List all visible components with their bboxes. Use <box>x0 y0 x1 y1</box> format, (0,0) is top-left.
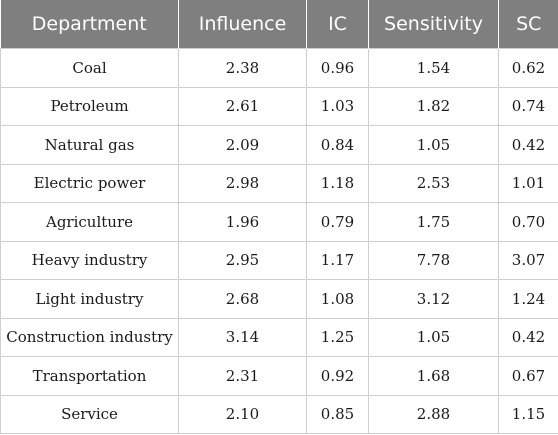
cell-sc: 0.70 <box>498 202 558 242</box>
cell-sensitivity: 7.78 <box>368 240 499 280</box>
table-header: Department Influence IC Sensitivity SC <box>0 0 558 49</box>
cell-department: Natural gas <box>0 125 179 165</box>
cell-sensitivity: 1.05 <box>368 125 499 165</box>
cell-ic: 0.92 <box>306 356 369 396</box>
cell-ic: 1.17 <box>306 240 369 280</box>
cell-sc: 0.74 <box>498 86 558 126</box>
cell-influence: 2.10 <box>178 394 307 434</box>
table-row: Light industry 2.68 1.08 3.12 1.24 <box>0 279 558 319</box>
cell-ic: 0.85 <box>306 394 369 434</box>
cell-ic: 1.08 <box>306 279 369 319</box>
cell-department: Transportation <box>0 356 179 396</box>
table-row: Heavy industry 2.95 1.17 7.78 3.07 <box>0 240 558 280</box>
cell-sc: 1.01 <box>498 163 558 203</box>
cell-influence: 2.31 <box>178 356 307 396</box>
table-body: Coal 2.38 0.96 1.54 0.62 Petroleum 2.61 … <box>0 48 558 434</box>
cell-sensitivity: 1.68 <box>368 356 499 396</box>
header-sc: SC <box>498 0 558 49</box>
cell-department: Petroleum <box>0 86 179 126</box>
cell-influence: 2.38 <box>178 48 307 88</box>
table-row: Transportation 2.31 0.92 1.68 0.67 <box>0 356 558 396</box>
cell-ic: 1.03 <box>306 86 369 126</box>
cell-department: Service <box>0 394 179 434</box>
header-ic: IC <box>306 0 369 49</box>
header-department: Department <box>0 0 179 49</box>
cell-sensitivity: 1.75 <box>368 202 499 242</box>
table-row: Petroleum 2.61 1.03 1.82 0.74 <box>0 86 558 126</box>
cell-ic: 1.25 <box>306 317 369 357</box>
table-row: Construction industry 3.14 1.25 1.05 0.4… <box>0 317 558 357</box>
cell-influence: 2.95 <box>178 240 307 280</box>
table-row: Natural gas 2.09 0.84 1.05 0.42 <box>0 125 558 165</box>
header-influence: Influence <box>178 0 307 49</box>
cell-influence: 2.68 <box>178 279 307 319</box>
cell-influence: 2.61 <box>178 86 307 126</box>
cell-influence: 2.09 <box>178 125 307 165</box>
cell-sc: 0.42 <box>498 125 558 165</box>
cell-sensitivity: 2.53 <box>368 163 499 203</box>
cell-sensitivity: 1.05 <box>368 317 499 357</box>
cell-influence: 1.96 <box>178 202 307 242</box>
cell-sc: 0.42 <box>498 317 558 357</box>
cell-sc: 0.62 <box>498 48 558 88</box>
cell-influence: 2.98 <box>178 163 307 203</box>
cell-department: Electric power <box>0 163 179 203</box>
cell-sensitivity: 1.82 <box>368 86 499 126</box>
cell-sensitivity: 3.12 <box>368 279 499 319</box>
cell-sensitivity: 1.54 <box>368 48 499 88</box>
cell-department: Heavy industry <box>0 240 179 280</box>
cell-ic: 0.84 <box>306 125 369 165</box>
cell-ic: 0.79 <box>306 202 369 242</box>
cell-department: Light industry <box>0 279 179 319</box>
header-sensitivity: Sensitivity <box>368 0 499 49</box>
cell-ic: 1.18 <box>306 163 369 203</box>
header-row: Department Influence IC Sensitivity SC <box>0 0 558 49</box>
table-row: Coal 2.38 0.96 1.54 0.62 <box>0 48 558 88</box>
table-row: Electric power 2.98 1.18 2.53 1.01 <box>0 163 558 203</box>
cell-sc: 3.07 <box>498 240 558 280</box>
cell-sc: 1.15 <box>498 394 558 434</box>
cell-sc: 0.67 <box>498 356 558 396</box>
cell-ic: 0.96 <box>306 48 369 88</box>
cell-influence: 3.14 <box>178 317 307 357</box>
table-row: Service 2.10 0.85 2.88 1.15 <box>0 394 558 434</box>
cell-department: Construction industry <box>0 317 179 357</box>
cell-sensitivity: 2.88 <box>368 394 499 434</box>
cell-sc: 1.24 <box>498 279 558 319</box>
table-row: Agriculture 1.96 0.79 1.75 0.70 <box>0 202 558 242</box>
cell-department: Agriculture <box>0 202 179 242</box>
cell-department: Coal <box>0 48 179 88</box>
